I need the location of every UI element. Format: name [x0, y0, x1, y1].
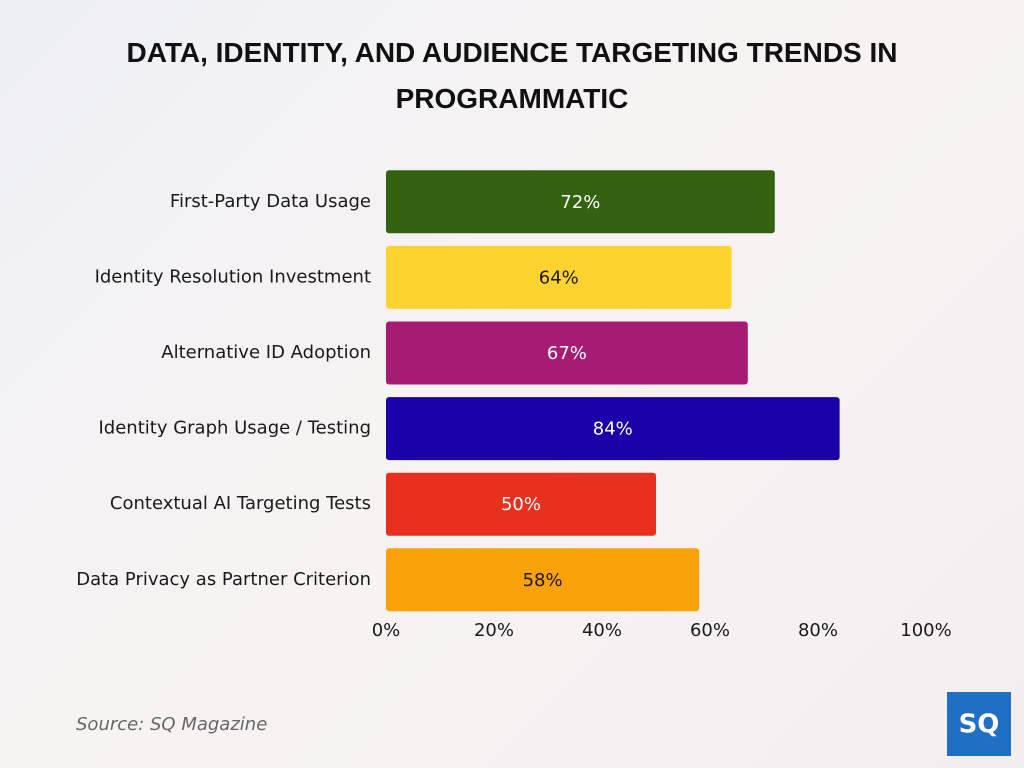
chart-title: DATA, IDENTITY, AND AUDIENCE TARGETING T…	[126, 37, 898, 114]
value-label: 67%	[547, 343, 587, 364]
y-tick-label: First-Party Data Usage	[170, 191, 371, 212]
value-label: 58%	[523, 570, 563, 591]
y-tick-label: Identity Graph Usage / Testing	[98, 418, 371, 439]
x-tick-label: 0%	[372, 620, 401, 641]
x-tick-label: 100%	[900, 620, 951, 641]
value-label: 64%	[539, 267, 579, 288]
y-tick-label: Identity Resolution Investment	[95, 266, 371, 287]
x-tick-label: 20%	[474, 620, 514, 641]
bar	[386, 472, 656, 536]
y-tick-label: Contextual AI Targeting Tests	[110, 493, 371, 514]
source: Source: SQ Magazine	[76, 714, 267, 735]
x-tick-label: 80%	[798, 620, 838, 641]
value-label: 50%	[501, 494, 541, 515]
y-tick-label: Alternative ID Adoption	[161, 342, 371, 363]
bar	[386, 548, 700, 612]
x-tick-label: 60%	[690, 620, 730, 641]
value-label: 72%	[560, 192, 600, 213]
bar	[386, 321, 748, 385]
bar	[386, 170, 775, 234]
logo-box	[947, 692, 1011, 756]
bar	[386, 397, 840, 461]
value-label: 84%	[593, 419, 633, 440]
bar	[386, 245, 732, 309]
x-tick-label: 40%	[582, 620, 622, 641]
y-tick-label: Data Privacy as Partner Criterion	[76, 569, 371, 590]
logo: SQ	[959, 710, 1000, 740]
